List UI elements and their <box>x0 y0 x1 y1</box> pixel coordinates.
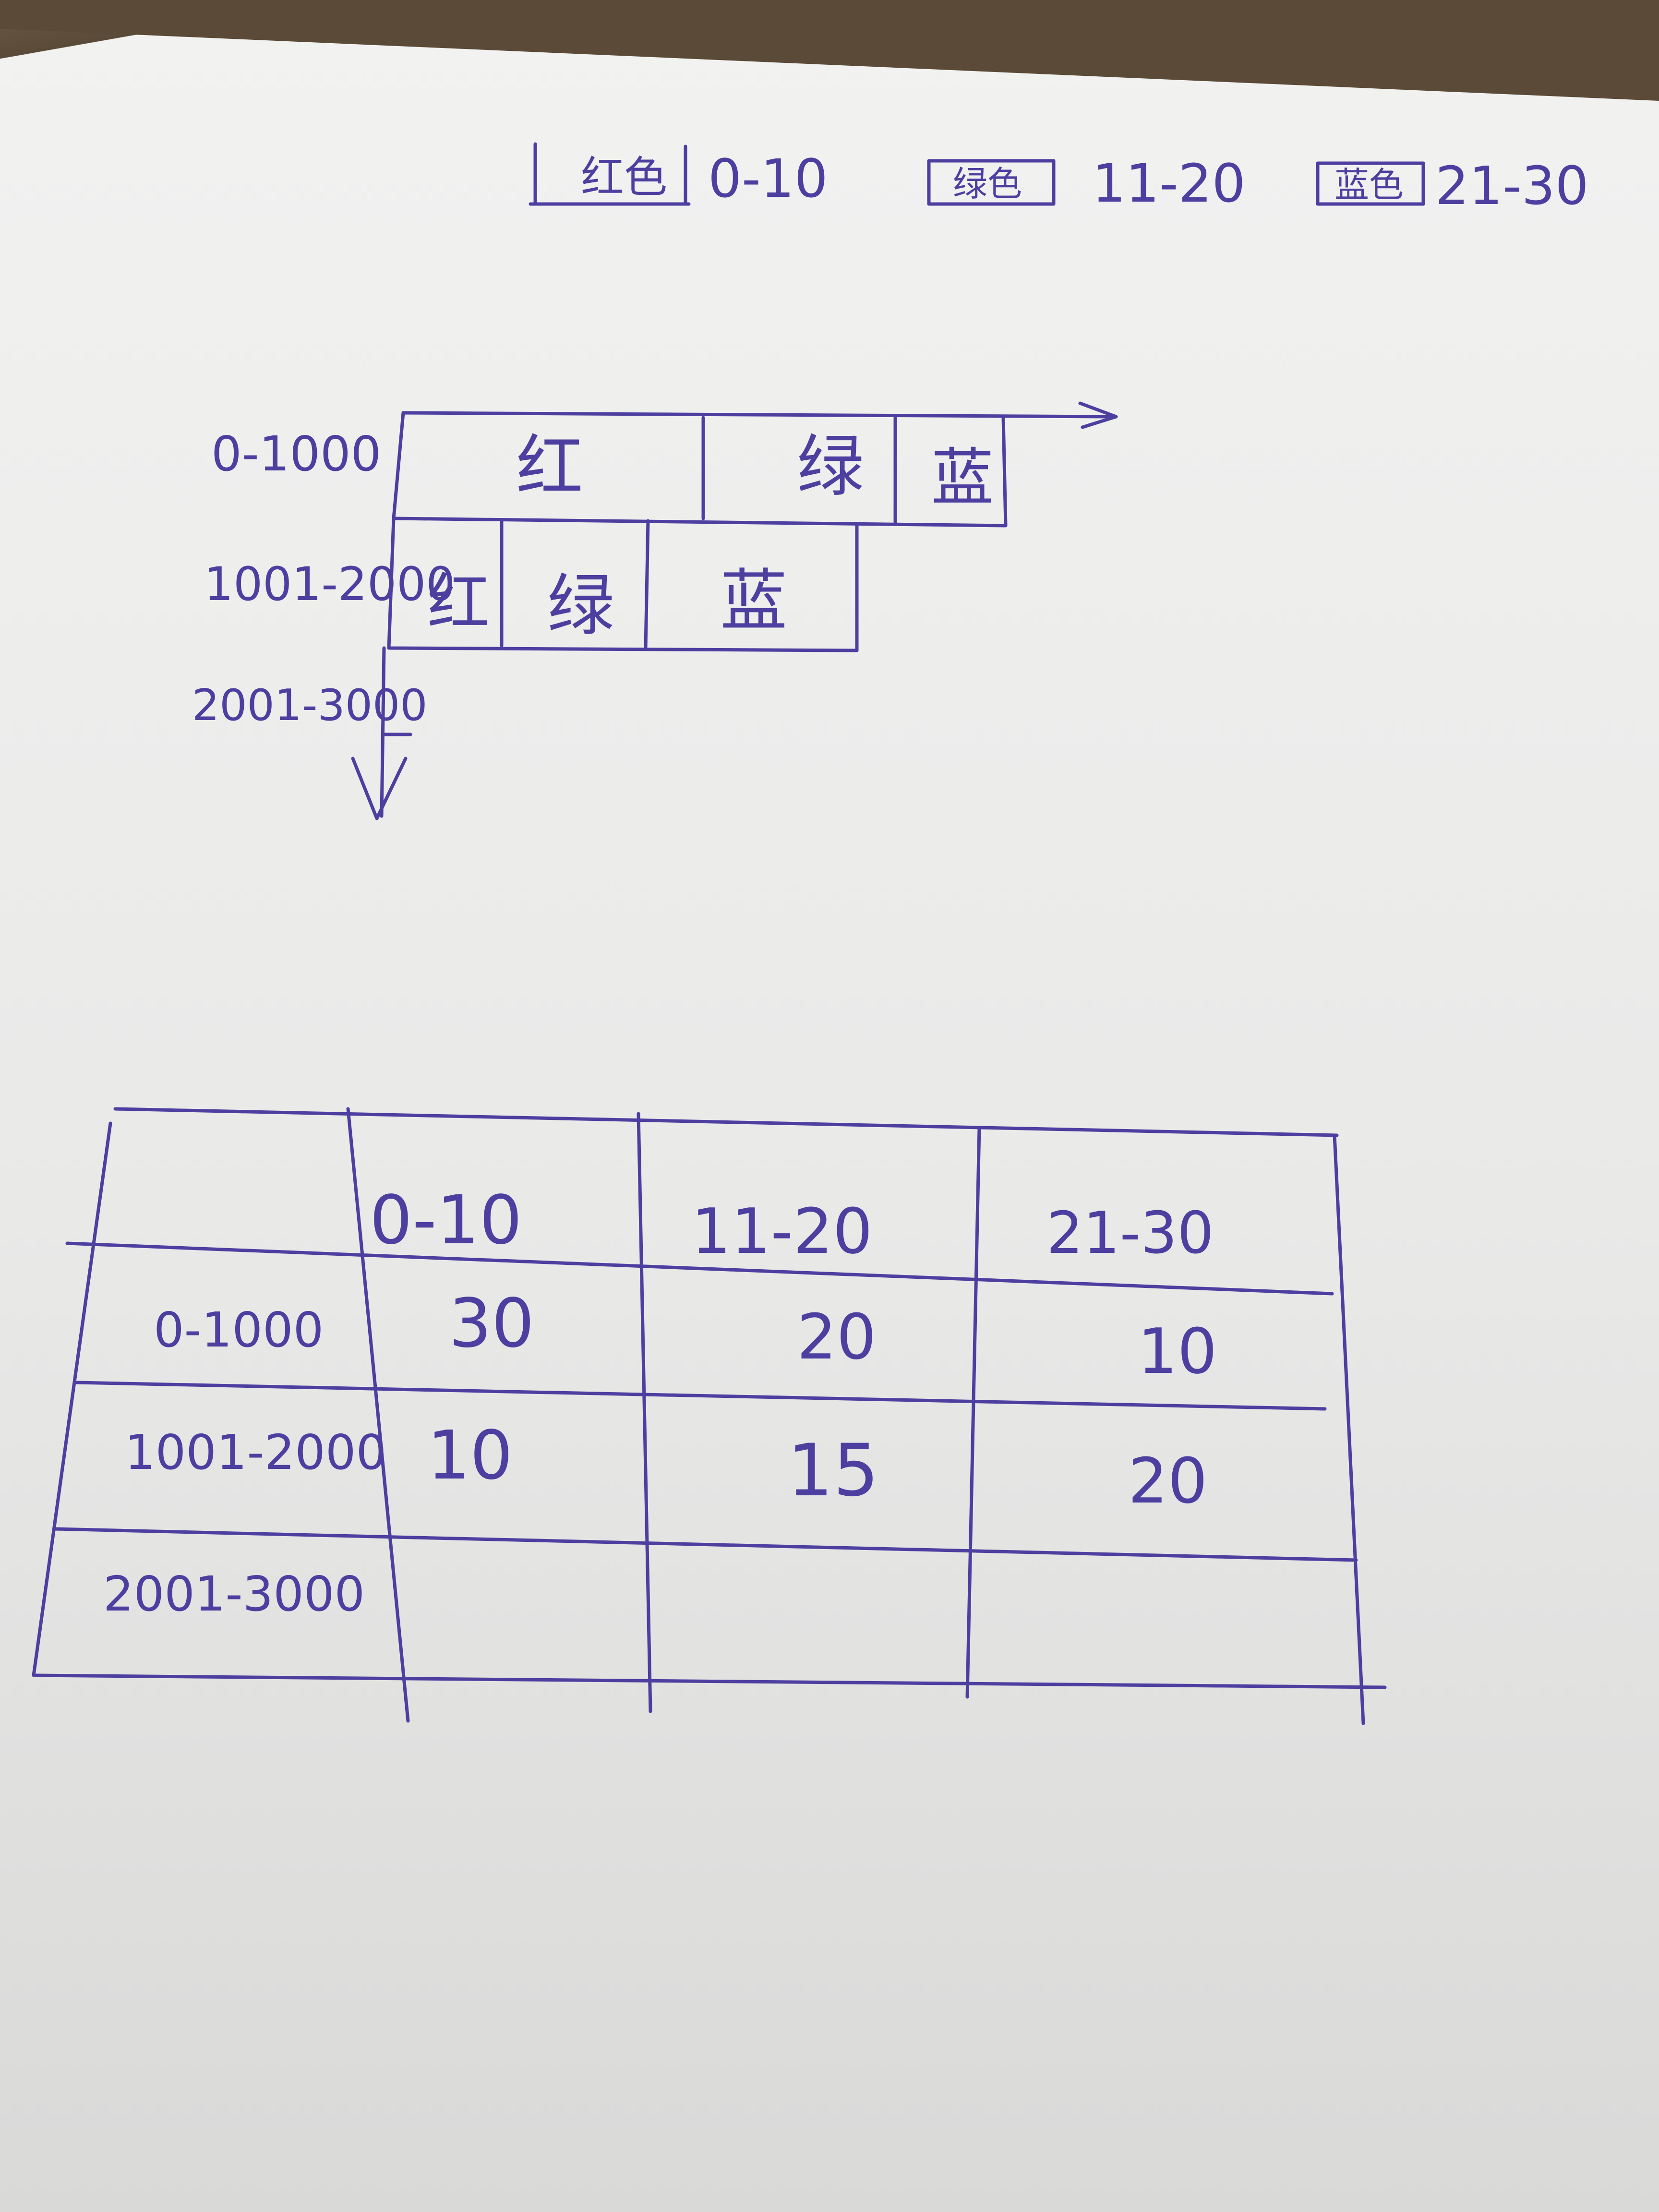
x-axis-arrow <box>401 401 1118 429</box>
table-cell-r1-c2: 20 <box>797 1300 876 1373</box>
table-cell-r2-c2: 15 <box>787 1429 879 1513</box>
bar-segment-green-2: 绿 <box>547 567 614 645</box>
table-row-label-2: 1001-2000 <box>125 1424 386 1480</box>
bar-row-label-1: 0-1000 <box>211 426 381 482</box>
table-header-col-2: 11-20 <box>691 1195 873 1268</box>
bar-row-label-2: 1001-2000 <box>204 557 455 611</box>
bar-segment-red-2: 红 <box>427 566 490 639</box>
legend: 红色 0-10 绿色 11-20 蓝色 21-30 <box>529 142 1589 216</box>
y-axis-arrow <box>351 646 408 820</box>
legend-item-green: 绿色 11-20 <box>927 153 1246 214</box>
table-cell-r1-c3: 10 <box>1138 1315 1217 1388</box>
legend-item-green-range: 11-20 <box>1092 153 1246 214</box>
data-table: 0-10 11-20 21-30 0-1000 30 20 10 1001-20… <box>32 1107 1387 1725</box>
table-row-label-1: 0-1000 <box>154 1302 324 1358</box>
legend-item-blue-range: 21-30 <box>1435 155 1589 216</box>
table-cell-r2-c1: 10 <box>427 1417 513 1495</box>
legend-item-red: 红色 0-10 <box>529 142 828 209</box>
bar-segment-red-1: 红 <box>516 428 583 506</box>
bar-segment-blue-1: 蓝 <box>931 441 994 514</box>
legend-item-blue: 蓝色 21-30 <box>1316 155 1589 216</box>
legend-item-blue-label: 蓝色 <box>1334 165 1404 205</box>
table-row-label-3: 2001-3000 <box>103 1566 365 1622</box>
table-header-col-1: 0-10 <box>370 1181 522 1260</box>
legend-item-red-label: 红色 <box>581 152 667 203</box>
table-cell-r2-c3: 20 <box>1128 1444 1207 1517</box>
bar-row-label-3: 2001-3000 <box>192 680 428 731</box>
bar-segment-blue-2: 蓝 <box>720 562 787 640</box>
bar-diagram: 0-1000 1001-2000 2001-3000 红 绿 蓝 红 绿 蓝 <box>192 401 1118 820</box>
table-surface <box>0 0 1659 101</box>
legend-item-green-label: 绿色 <box>953 164 1022 204</box>
bar-segment-green-1: 绿 <box>797 428 864 506</box>
table-header-col-3: 21-30 <box>1046 1200 1214 1267</box>
table-cell-r1-c1: 30 <box>449 1285 534 1363</box>
legend-item-red-range: 0-10 <box>708 148 828 209</box>
